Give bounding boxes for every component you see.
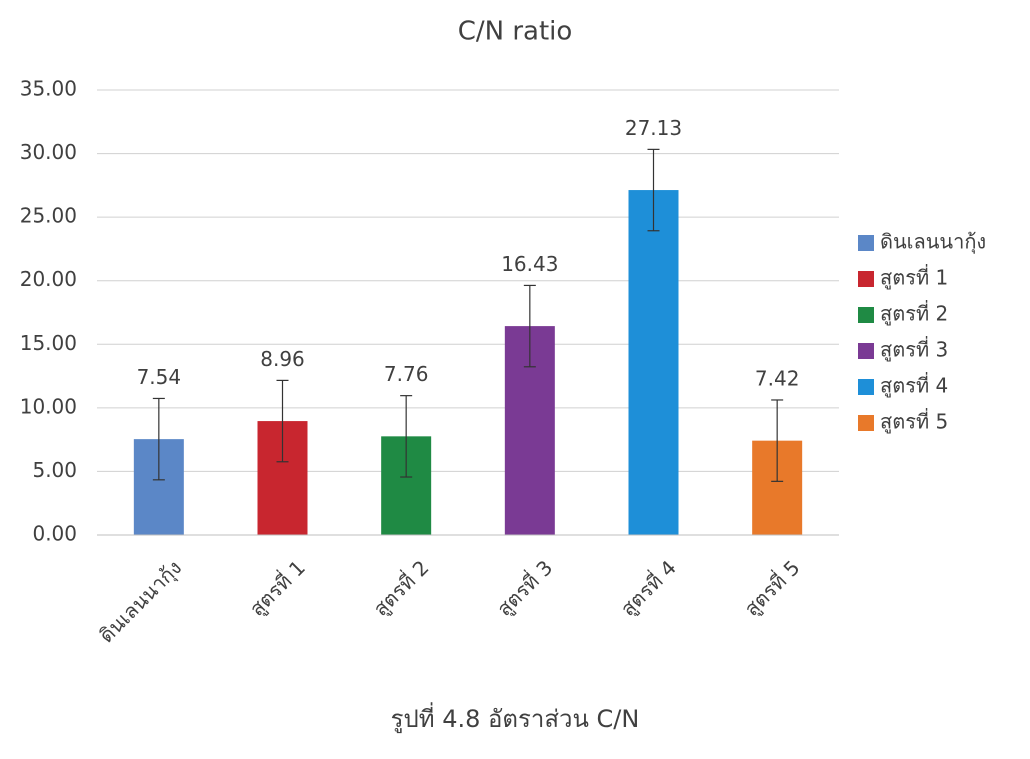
y-tick-label: 5.00 — [32, 458, 77, 482]
caption: รูปที่ 4.8 อัตราส่วน C/N — [391, 702, 640, 734]
bar — [628, 190, 679, 535]
y-tick-label: 25.00 — [20, 204, 77, 228]
y-tick-label: 15.00 — [20, 331, 77, 355]
y-tick-label: 0.00 — [32, 522, 77, 546]
data-label: 27.13 — [625, 116, 682, 140]
legend-swatch — [858, 307, 874, 323]
x-tick-label: สูตรที่ 2 — [367, 554, 434, 621]
y-tick-label: 35.00 — [20, 77, 77, 101]
legend-label: สูตรที่ 2 — [880, 300, 948, 327]
data-label: 16.43 — [501, 252, 558, 276]
x-tick-label: สูตรที่ 4 — [614, 554, 681, 621]
x-tick-label: ดินเลนนากุ้ง — [94, 555, 187, 648]
legend-swatch — [858, 379, 874, 395]
x-tick-label: สูตรที่ 3 — [491, 554, 558, 621]
x-tick-label: สูตรที่ 1 — [243, 554, 310, 621]
legend-swatch — [858, 415, 874, 431]
legend-swatch — [858, 271, 874, 287]
x-tick-label: สูตรที่ 5 — [738, 554, 805, 621]
legend-label: สูตรที่ 4 — [880, 372, 948, 399]
legend-label: สูตรที่ 5 — [880, 408, 948, 435]
data-label: 8.96 — [260, 347, 305, 371]
legend-label: สูตรที่ 3 — [880, 336, 948, 363]
data-label: 7.54 — [137, 365, 182, 389]
y-tick-label: 30.00 — [20, 140, 77, 164]
legend-swatch — [858, 235, 874, 251]
legend-label: สูตรที่ 1 — [880, 264, 948, 291]
y-tick-label: 10.00 — [20, 394, 77, 418]
data-label: 7.42 — [755, 366, 800, 390]
data-label: 7.76 — [384, 362, 429, 386]
legend-label: ดินเลนนากุ้ง — [880, 230, 986, 255]
y-tick-label: 20.00 — [20, 267, 77, 291]
legend-swatch — [858, 343, 874, 359]
chart-title: C/N ratio — [458, 17, 573, 47]
